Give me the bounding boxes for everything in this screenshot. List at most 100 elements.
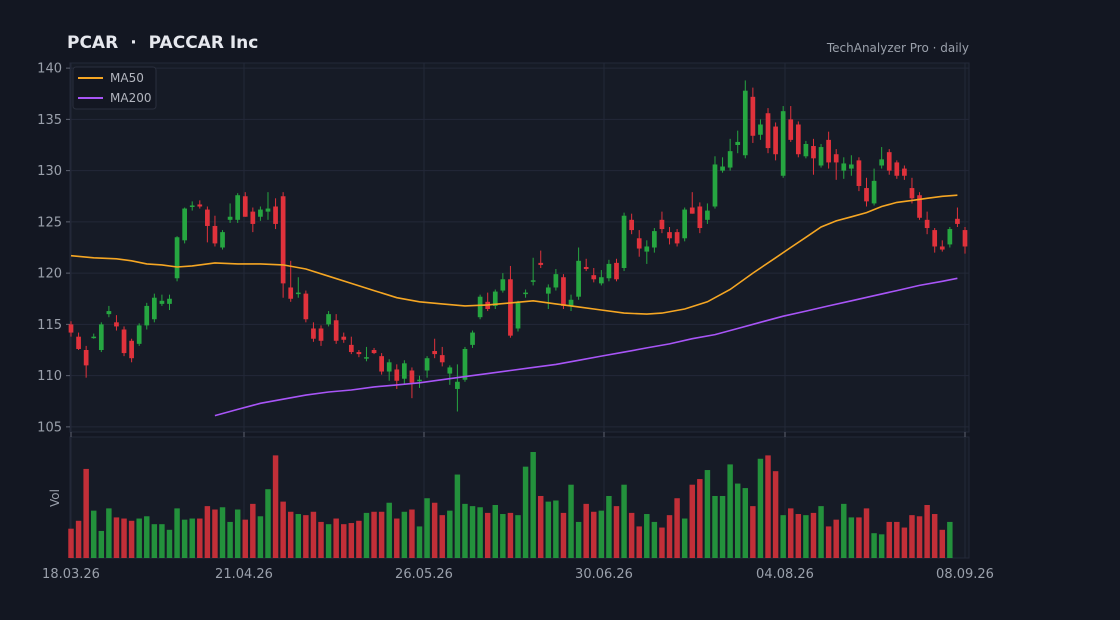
volume-bar-down (303, 515, 309, 558)
candle-body (697, 206, 703, 229)
candle-body (674, 232, 680, 244)
volume-bar-down (583, 503, 589, 558)
volume-bar-up (522, 466, 529, 558)
price-tick-label: 140 (37, 62, 62, 77)
candle-up (523, 289, 528, 298)
candle-body (621, 215, 627, 268)
volume-bar-up (144, 516, 150, 558)
candle-body (182, 208, 187, 241)
candle-up (295, 277, 301, 298)
candle-down (591, 268, 597, 283)
candle-down (788, 106, 794, 142)
candle-up (402, 360, 407, 384)
candle-up (780, 106, 786, 178)
candle-body (447, 367, 453, 374)
candle-up (447, 365, 453, 385)
volume-bar-down (636, 526, 642, 558)
candle-down (826, 131, 831, 169)
volume-bar-down (810, 512, 817, 558)
volume-bar-up (181, 519, 188, 558)
candle-body (462, 348, 468, 380)
volume-bar-up (386, 502, 392, 558)
candle-down (83, 345, 89, 378)
candle-up (515, 300, 521, 332)
candle-body (189, 205, 195, 207)
volume-bar-up (651, 521, 658, 558)
candle-body (167, 298, 172, 304)
candle-up (947, 227, 953, 248)
candle-body (629, 219, 634, 231)
candle-body (311, 328, 316, 339)
volume-bar-up (871, 533, 877, 558)
candle-body (477, 296, 483, 318)
volume-bar-up (477, 507, 483, 558)
date-tick-label: 18.03.26 (42, 567, 100, 582)
candle-body (932, 230, 938, 247)
volume-bar-up (492, 505, 498, 558)
candle-body (364, 357, 369, 359)
candle-down (371, 347, 377, 355)
candle-body (83, 350, 89, 366)
candle-down (250, 207, 256, 233)
volume-bars (68, 452, 953, 558)
volume-bar-up (704, 470, 711, 558)
candle-body (386, 362, 392, 372)
volume-bar-up (166, 529, 173, 558)
candle-down (697, 202, 703, 234)
candle-down (129, 338, 134, 363)
candle-down (68, 321, 74, 337)
candle-up (682, 207, 688, 242)
candle-body (803, 143, 809, 157)
volume-bar-up (848, 517, 855, 558)
candle-body (417, 379, 422, 382)
candle-up (871, 168, 877, 206)
volume-bar-down (825, 526, 832, 558)
price-tick-label: 135 (37, 113, 62, 128)
volume-bar-down (924, 505, 930, 558)
volume-bar-up (151, 524, 158, 558)
date-tick-label: 21.04.26 (215, 567, 273, 582)
volume-bar-down (886, 521, 892, 558)
legend-label-ma50: MA50 (110, 71, 144, 85)
volume-bar-down (591, 511, 597, 558)
candle-body (955, 218, 960, 224)
candle-down (379, 353, 384, 375)
candle-body (144, 305, 150, 326)
price-tick-label: 120 (37, 267, 62, 282)
volume-bar-down (674, 498, 680, 558)
volume-bar-up (325, 524, 332, 558)
candle-down (932, 228, 938, 253)
volume-bar-down (613, 506, 620, 558)
volume-bar-up (681, 518, 688, 558)
candle-body (379, 356, 384, 372)
candle-up (189, 201, 195, 211)
candle-body (659, 219, 665, 230)
candle-body (129, 340, 134, 359)
volume-bar-down (833, 519, 839, 558)
candle-body (894, 162, 900, 176)
volume-bar-up (159, 524, 165, 558)
candle-up (159, 294, 165, 306)
candle-body (159, 300, 165, 304)
candle-up (803, 140, 809, 159)
candle-down (242, 192, 248, 217)
volume-axis-label: Vol (48, 489, 62, 507)
candle-down (561, 274, 566, 309)
candle-body (568, 299, 574, 306)
volume-bar-up (606, 495, 612, 558)
candle-body (538, 262, 544, 265)
candle-down (667, 227, 672, 245)
candle-up (136, 323, 142, 346)
candle-down (273, 198, 278, 230)
volume-bar-down (394, 518, 400, 558)
candle-body (273, 206, 278, 224)
chart-legend: MA50 MA200 (72, 66, 157, 110)
volume-bar-down (666, 515, 673, 558)
candle-body (295, 292, 301, 295)
price-panel (69, 62, 970, 433)
volume-bar-up (841, 503, 847, 558)
candle-down (439, 346, 445, 367)
volume-bar-down (75, 520, 82, 558)
volume-bar-up (136, 518, 142, 558)
candle-up (621, 212, 627, 272)
